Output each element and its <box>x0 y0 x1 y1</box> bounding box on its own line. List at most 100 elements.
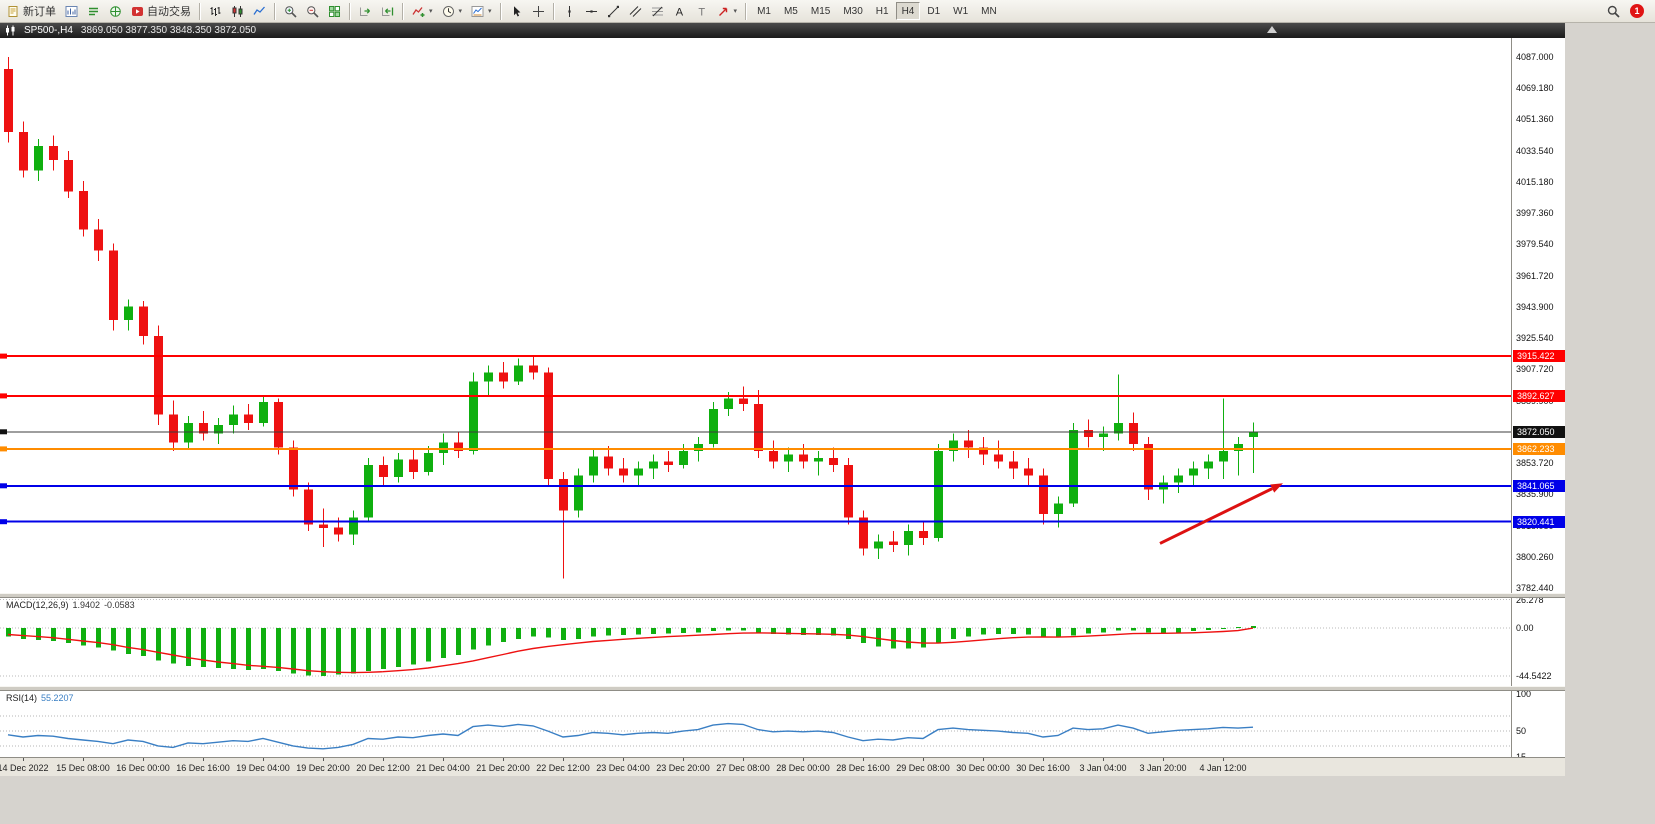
timeframe-m1-button[interactable]: M1 <box>751 2 777 20</box>
timeframe-m15-button[interactable]: M15 <box>805 2 836 20</box>
macd-histogram-bar <box>591 628 596 637</box>
candle-body <box>589 456 598 476</box>
timeframe-h1-button[interactable]: H1 <box>870 2 895 20</box>
rsi-panel[interactable]: RSI(14) 55.2207 <box>0 691 1511 757</box>
toolbar-separator <box>274 2 276 20</box>
new-order-button[interactable]: 新订单 <box>3 1 60 21</box>
macd-histogram-bar <box>831 628 836 636</box>
macd-histogram-bar <box>606 628 611 636</box>
navigator-button[interactable] <box>105 1 126 21</box>
tile-windows-button[interactable] <box>324 1 345 21</box>
macd-histogram-bar <box>1041 628 1046 637</box>
candle-body <box>919 531 928 539</box>
time-label: 15 Dec 08:00 <box>56 763 110 773</box>
macd-histogram-bar <box>126 628 131 654</box>
zoom-in-button[interactable] <box>280 1 301 21</box>
candle-body <box>634 468 643 476</box>
trendline-button[interactable] <box>603 1 624 21</box>
periods-button[interactable]: ▾ <box>438 1 467 21</box>
candle-body <box>799 454 808 462</box>
equidistant-channel-button[interactable] <box>625 1 646 21</box>
templates-button[interactable]: ▾ <box>467 1 496 21</box>
candle-body <box>1204 461 1213 469</box>
candle-body <box>94 229 103 251</box>
pane-splitter[interactable] <box>0 593 1565 598</box>
rsi-label: RSI(14) 55.2207 <box>6 693 78 703</box>
autotrading-button[interactable]: 自动交易 <box>127 1 195 21</box>
timeframe-w1-button[interactable]: W1 <box>947 2 974 20</box>
arrow-annotation[interactable] <box>1159 487 1273 545</box>
horizontal-line-button[interactable] <box>581 1 602 21</box>
candle-body <box>64 159 73 192</box>
candle-body <box>484 372 493 382</box>
line-chart-button[interactable] <box>249 1 270 21</box>
pane-splitter[interactable] <box>0 686 1565 691</box>
crosshair-icon <box>532 5 544 17</box>
time-label: 16 Dec 00:00 <box>116 763 170 773</box>
macd-panel[interactable]: MACD(12,26,9) 1.9402 -0.0583 <box>0 598 1511 686</box>
price-axis[interactable]: 4087.000 4069.180 4051.360 4033.540 4015.180… <box>1511 38 1565 762</box>
macd-histogram-bar <box>1011 628 1016 634</box>
text-button[interactable]: A <box>669 1 690 21</box>
price-tag: 3872.050 <box>1513 426 1565 438</box>
timeframe-m30-button[interactable]: M30 <box>837 2 868 20</box>
price-tag: 3915.422 <box>1513 350 1565 362</box>
magnifier-icon <box>1607 5 1620 18</box>
time-tick <box>923 758 924 761</box>
fibonacci-button[interactable] <box>647 1 668 21</box>
search-button[interactable] <box>1603 1 1624 21</box>
timeframe-h4-button[interactable]: H4 <box>895 2 921 20</box>
hline-left-marker <box>0 393 7 399</box>
price-axis-label: 3800.260 <box>1516 552 1554 562</box>
macd-histogram-bar <box>981 628 986 635</box>
candle-body <box>889 541 898 546</box>
candle-body <box>724 398 733 410</box>
macd-histogram-bar <box>1101 628 1106 633</box>
candle-body <box>829 458 838 465</box>
navigator-icon <box>110 5 121 17</box>
chart-window-button[interactable] <box>61 1 82 21</box>
chart-shift-icon <box>382 7 394 16</box>
indicators-button[interactable]: ▾ <box>408 1 437 21</box>
candle-body <box>964 440 973 448</box>
macd-histogram-bar <box>1146 628 1151 633</box>
candle-body <box>49 145 58 160</box>
candlestick-chart-button[interactable] <box>227 1 248 21</box>
chart-shift-button[interactable] <box>377 1 398 21</box>
chart-plot-area[interactable] <box>0 38 1511 593</box>
timeframe-m5-button[interactable]: M5 <box>778 2 804 20</box>
macd-histogram-bar <box>561 628 566 640</box>
dropdown-arrow-icon: ▾ <box>429 7 433 15</box>
bar-chart-button[interactable] <box>205 1 226 21</box>
market-watch-icon <box>89 7 98 15</box>
macd-histogram-bar <box>516 628 521 639</box>
chart-title-symbol: SP500-,H4 <box>24 25 73 36</box>
vertical-line-button[interactable] <box>559 1 580 21</box>
candle-body <box>169 414 178 443</box>
macd-histogram-bar <box>426 628 431 662</box>
cursor-button[interactable] <box>506 1 527 21</box>
text-label-button[interactable]: T <box>691 1 712 21</box>
macd-histogram-bar <box>351 628 356 674</box>
macd-name: MACD(12,26,9) <box>6 600 69 610</box>
time-tick <box>803 758 804 761</box>
time-label: 23 Dec 20:00 <box>656 763 710 773</box>
market-watch-button[interactable] <box>83 1 104 21</box>
timeframe-mn-button[interactable]: MN <box>975 2 1003 20</box>
crosshair-button[interactable] <box>528 1 549 21</box>
macd-histogram-bar <box>1206 628 1211 631</box>
arrows-button[interactable]: ▾ <box>713 1 742 21</box>
candle-body <box>1249 431 1258 437</box>
zoom-out-button[interactable] <box>302 1 323 21</box>
dropdown-arrow-icon: ▾ <box>458 7 463 15</box>
timeframe-d1-button[interactable]: D1 <box>921 2 946 20</box>
notification-badge[interactable]: 1 <box>1630 4 1644 18</box>
time-axis[interactable]: 14 Dec 2022 15 Dec 08:00 16 Dec 00:00 16 De… <box>0 757 1565 776</box>
candle-body <box>1189 468 1198 476</box>
candle-body <box>769 451 778 462</box>
zoom-out-icon <box>307 5 319 18</box>
macd-histogram-bar <box>366 628 371 672</box>
candle-body <box>109 250 118 321</box>
candles-icon <box>232 5 243 17</box>
auto-scroll-button[interactable] <box>355 1 376 21</box>
